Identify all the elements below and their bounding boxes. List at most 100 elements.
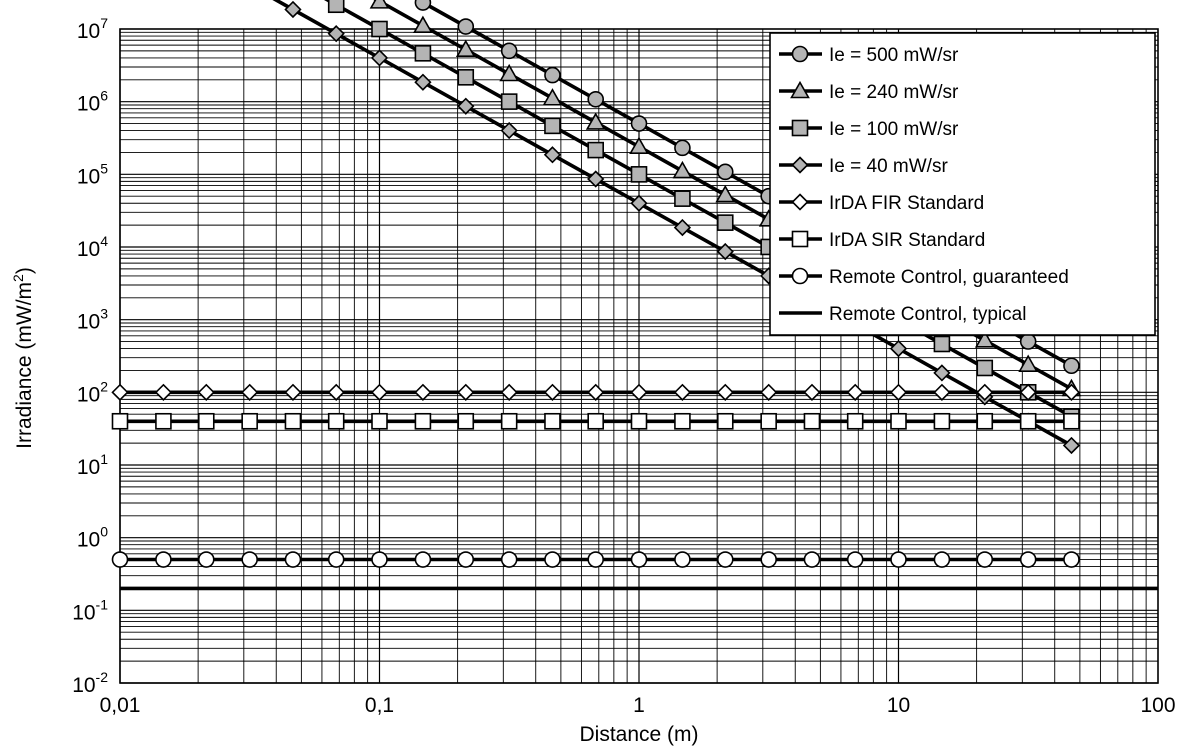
- x-tick-labels: 0,01 0,1 1 10 100: [100, 694, 1176, 717]
- square-marker: [933, 335, 951, 353]
- circle-marker: [674, 551, 691, 568]
- square-marker: [630, 412, 648, 430]
- square-marker: [371, 20, 388, 38]
- y-tick-label: 102: [77, 378, 108, 406]
- square-marker: [155, 412, 172, 430]
- circle-marker: [630, 115, 648, 132]
- y-tick-labels: 10-2 10-1 100 101 102 103 104 105 106 107: [72, 15, 108, 697]
- diamond-marker: [803, 383, 821, 401]
- diamond-marker: [760, 383, 778, 401]
- y-tick-label: 101: [77, 451, 108, 479]
- y-axis-title-superscript: 2: [10, 274, 26, 282]
- triangle-marker: [974, 330, 995, 348]
- square-marker: [197, 412, 215, 430]
- circle-marker: [1063, 551, 1080, 568]
- circle-marker: [587, 551, 605, 568]
- square-marker: [284, 412, 302, 430]
- square-marker: [414, 412, 432, 430]
- diamond-marker: [543, 146, 562, 164]
- x-tick-label: 0,01: [100, 694, 141, 717]
- series-5: [111, 383, 1081, 401]
- legend-label: Ie = 100 mW/sr: [829, 119, 959, 140]
- diamond-marker: [414, 73, 432, 91]
- legend-label: Remote Control, guaranteed: [829, 267, 1069, 288]
- circle-marker: [414, 0, 432, 11]
- x-tick-label: 100: [1140, 694, 1175, 717]
- plot-border: [119, 28, 1159, 684]
- triangle-marker: [715, 184, 736, 203]
- legend-item: Remote Control, guaranteed: [779, 267, 1069, 288]
- square-marker: [674, 190, 691, 207]
- diamond-marker: [791, 193, 809, 211]
- diamond-marker: [933, 364, 951, 382]
- legend-item: Ie = 40 mW/sr: [779, 156, 948, 177]
- square-marker: [414, 45, 432, 62]
- circle-marker: [803, 551, 821, 568]
- diamond-marker: [241, 383, 259, 401]
- square-marker: [1063, 412, 1080, 430]
- legend: Ie = 500 mW/sr Ie = 240 mW/sr Ie = 100 mW/…: [769, 32, 1156, 336]
- square-marker: [933, 412, 951, 430]
- square-marker: [500, 412, 518, 430]
- circle-marker: [674, 139, 691, 157]
- square-marker: [674, 412, 691, 430]
- plot-frame: [119, 28, 1159, 684]
- triangle-marker: [542, 88, 563, 106]
- legend-item: IrDA SIR Standard: [779, 230, 985, 251]
- legend-box: [769, 32, 1156, 336]
- square-marker: [587, 141, 605, 159]
- circle-marker: [630, 551, 648, 568]
- diamond-marker: [414, 383, 432, 401]
- triangle-marker: [790, 80, 810, 99]
- circle-marker: [457, 551, 475, 568]
- circle-marker: [500, 42, 518, 60]
- circle-marker: [544, 551, 561, 568]
- square-marker: [630, 166, 648, 183]
- square-marker: [890, 412, 907, 430]
- square-marker: [457, 69, 475, 86]
- y-tick-label: 104: [77, 233, 108, 261]
- square-marker: [587, 412, 605, 430]
- legend-label: Ie = 500 mW/sr: [829, 45, 959, 66]
- circle-marker: [327, 551, 345, 568]
- diamond-marker: [111, 383, 129, 401]
- circle-marker: [976, 551, 994, 568]
- legend-item: Ie = 240 mW/sr: [779, 80, 959, 103]
- square-marker: [976, 359, 994, 377]
- diamond-marker: [327, 25, 345, 43]
- y-tick-label: 10-2: [72, 669, 108, 697]
- square-marker: [371, 412, 388, 430]
- circle-marker: [1019, 333, 1037, 350]
- circle-marker: [890, 551, 907, 568]
- square-marker: [544, 117, 561, 135]
- legend-item: Remote Control, typical: [779, 304, 1026, 325]
- x-tick-label: 10: [887, 694, 910, 717]
- circle-marker: [716, 163, 734, 181]
- y-axis-title-tail: ): [13, 267, 36, 274]
- diamond-marker: [889, 339, 908, 358]
- diamond-marker: [500, 383, 518, 401]
- square-marker: [241, 412, 258, 430]
- circle-marker: [1019, 551, 1037, 568]
- circle-marker: [791, 45, 809, 63]
- x-axis-title: Distance (m): [579, 723, 698, 746]
- diamond-marker: [716, 383, 734, 401]
- square-marker: [716, 214, 734, 231]
- diamond-marker: [543, 383, 562, 401]
- x-tick-label: 1: [633, 694, 645, 717]
- series-7: [111, 551, 1080, 568]
- square-marker: [846, 412, 864, 430]
- circle-marker: [371, 551, 388, 568]
- diamond-marker: [587, 170, 605, 188]
- triangle-marker: [499, 63, 520, 82]
- diamond-marker: [457, 383, 475, 401]
- y-tick-label: 10-1: [72, 596, 108, 624]
- circle-marker: [933, 551, 951, 568]
- diamond-marker: [673, 218, 692, 237]
- y-tick-label: 103: [77, 306, 108, 334]
- triangle-marker: [672, 160, 693, 179]
- legend-label: Ie = 240 mW/sr: [829, 82, 959, 103]
- diamond-marker: [197, 383, 215, 401]
- circle-marker: [414, 551, 432, 568]
- legend-label: Remote Control, typical: [829, 304, 1026, 325]
